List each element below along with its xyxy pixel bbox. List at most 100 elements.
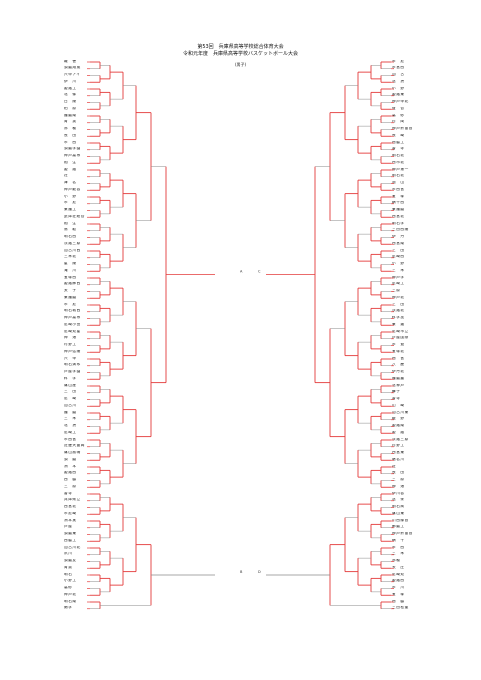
- right-team-name: 小 野: [392, 262, 405, 265]
- right-team-name: 三 田: [392, 302, 405, 306]
- right-team-name: 伊 丹: [392, 235, 405, 238]
- right-team-name: 姫路西: [392, 579, 405, 583]
- right-team-name: 神戸甲北: [392, 100, 409, 103]
- left-team-name: 三 木: [64, 417, 77, 421]
- right-team-name: 姫 路: [392, 430, 405, 434]
- left-team-name: 洲本実: [64, 518, 77, 522]
- left-team-name: 報 徳: [64, 59, 77, 63]
- block-label: D: [258, 570, 261, 574]
- left-team-name: 須磨学園: [64, 147, 81, 151]
- left-team-name: 相 生: [64, 160, 77, 164]
- left-team-name: 関学: [64, 606, 73, 610]
- left-team-name: 芦屋学園: [64, 370, 81, 373]
- left-team-name: 須 磨: [64, 457, 77, 461]
- left-team-name: 東播工: [64, 208, 77, 211]
- right-team-name: 尼崎工: [392, 282, 405, 286]
- left-team-name: 篠山鳳鳴: [64, 451, 81, 454]
- left-team-name: 小野工: [64, 579, 77, 583]
- left-team-name: 赤 穂: [64, 127, 77, 130]
- right-team-name: 明石学: [392, 221, 405, 225]
- right-team-name: 長 崎: [392, 133, 405, 137]
- left-team-name: 近畿大豊岡: [64, 444, 85, 448]
- right-team-name: 科学技: [392, 316, 405, 319]
- left-team-name: 鳥 取: [64, 228, 77, 232]
- left-team-name: 宝塚西: [64, 275, 77, 279]
- left-team-name: 加古川北: [64, 545, 81, 549]
- right-team-name: 赤穂: [392, 559, 401, 562]
- right-team-name: 東 灘: [392, 322, 405, 326]
- left-team-name: 神戸北: [64, 592, 77, 596]
- right-team-list: 市 尼市宮西加 古北 摂小 野姫路東 神戸甲北葺 合高 砂村 岡神戸鈴蘭台長 崎西…: [392, 60, 413, 614]
- right-team-name: 三 田: [392, 248, 405, 252]
- right-team-name: 西宮東: [392, 451, 405, 454]
- right-team-name: 龍 野: [392, 417, 405, 421]
- left-team-name: 播磨南: [64, 113, 77, 117]
- left-team-name: 明石西: [64, 235, 77, 238]
- left-team-name: 市 西: [64, 140, 77, 144]
- right-team-name: 長 田: [392, 471, 405, 475]
- left-team-name: 柏 原: [64, 106, 77, 110]
- right-team-name: 尼崎市立: [392, 329, 409, 333]
- left-team-name: 明石南: [64, 599, 77, 603]
- block-label: C: [258, 270, 261, 274]
- right-team-name: 神戸北: [392, 295, 405, 299]
- left-team-name: 兵庫県立: [64, 498, 81, 502]
- right-team-name: 宝 塚: [392, 592, 405, 596]
- left-team-name: 神 港: [64, 336, 77, 340]
- left-team-name: 神戸高専: [64, 316, 81, 319]
- left-team-name: 明石: [64, 572, 73, 576]
- left-team-name: 尼崎工: [64, 430, 77, 434]
- left-team-name: 加古川西: [64, 248, 81, 252]
- left-team-name: 市 尼: [64, 302, 77, 306]
- left-team-name: 姫 路: [64, 167, 77, 171]
- right-team-name: 市 葺: [392, 343, 405, 346]
- right-team-name: 市西宮: [392, 187, 405, 191]
- left-team-name: 三木北: [64, 255, 77, 259]
- left-team-name: 尼 崎: [64, 397, 77, 400]
- right-team-name: 神戸鈴蘭台: [392, 532, 413, 535]
- right-team-name: 旭 山: [392, 181, 405, 184]
- left-team-name: 育英: [64, 565, 73, 569]
- left-team-name: 市西宮: [64, 437, 77, 441]
- left-team-name: 星 陵: [64, 262, 77, 265]
- left-team-name: 神戸龍谷: [64, 187, 81, 191]
- left-team-name: 滝 川: [64, 268, 77, 272]
- right-team-name: 八 鹿: [392, 363, 405, 367]
- right-team-name: 伊川谷: [392, 491, 405, 495]
- left-team-name: 高砂: [64, 586, 73, 589]
- left-team-name: 洲 本: [64, 464, 77, 468]
- left-team-name: 夙川: [64, 552, 73, 556]
- left-team-name: 育 英: [64, 120, 77, 124]
- left-team-name: 須磨東: [64, 532, 77, 535]
- right-team-name: 神戸第一: [392, 167, 409, 171]
- right-team-name: 西 宮: [392, 356, 405, 360]
- left-team-name: 須磨翔風: [64, 66, 81, 70]
- right-team-name: 村野工: [392, 444, 405, 448]
- left-team-name: 神戸弘陵: [64, 349, 81, 353]
- left-team-name: 神戸高専: [64, 154, 81, 157]
- right-team-name: 葺 合: [392, 106, 405, 110]
- right-team-name: 明石商: [392, 505, 405, 508]
- division-label: (男子): [234, 62, 247, 67]
- left-team-name: 六甲アイ: [64, 73, 81, 76]
- right-team-name: 西市北: [392, 160, 405, 164]
- left-team-name: 播 磨: [64, 410, 77, 414]
- right-team-name: 川西緑台: [392, 518, 409, 522]
- left-team-name: 明石城西: [64, 309, 81, 313]
- right-team-name: 村 岡: [392, 120, 405, 124]
- left-team-name: 市 尼: [64, 201, 77, 205]
- left-team-name: 淡路三原: [64, 241, 81, 245]
- block-label: B: [240, 570, 243, 574]
- right-team-name: 三 木: [392, 552, 405, 556]
- left-team-name: 社: [64, 174, 69, 178]
- right-team-name: 伊丹北: [392, 370, 405, 373]
- left-team-name: 尼崎双星: [64, 329, 81, 333]
- right-team-name: 芦屋国際: [392, 336, 409, 340]
- right-team-name: 大 庄: [392, 565, 405, 569]
- left-team-name: 相 生: [64, 221, 77, 225]
- right-team-name: 東播磨: [392, 208, 405, 211]
- left-team-name: 津 名: [64, 181, 77, 184]
- left-team-name: 篠山産: [64, 383, 77, 387]
- right-team-name: 三原: [392, 289, 401, 292]
- right-team-name: 神戸学: [392, 275, 405, 279]
